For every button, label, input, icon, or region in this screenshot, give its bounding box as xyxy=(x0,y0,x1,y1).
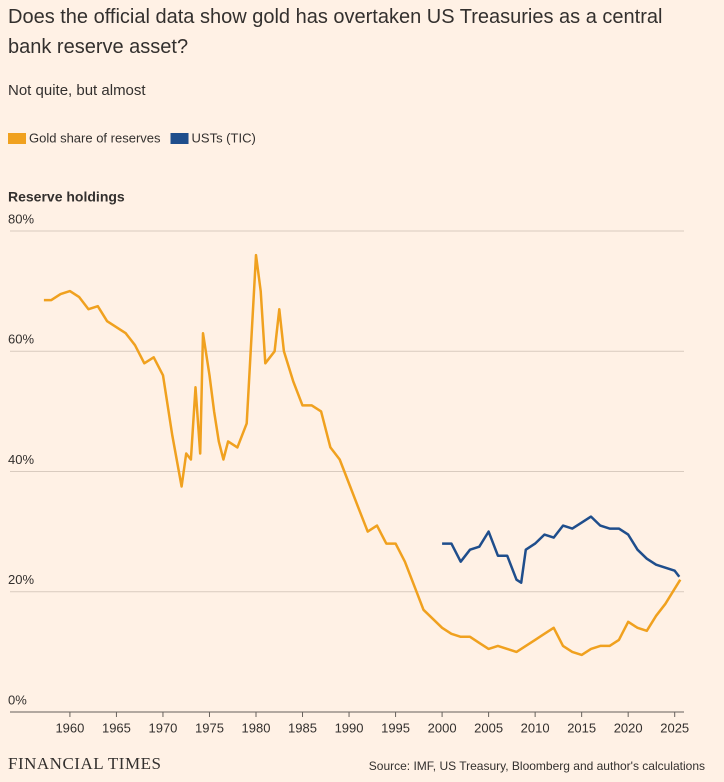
y-tick-label: 20% xyxy=(8,572,34,587)
x-tick-label: 1965 xyxy=(102,720,131,735)
x-tick-label: 2005 xyxy=(474,720,503,735)
y-tick-label: 80% xyxy=(8,211,34,226)
y-tick-label: 0% xyxy=(8,692,27,707)
x-tick-label: 1985 xyxy=(288,720,317,735)
x-tick-label: 2010 xyxy=(521,720,550,735)
y-tick-label: 40% xyxy=(8,452,34,467)
subtitle: Not quite, but almost xyxy=(8,82,146,99)
x-tick-label: 1995 xyxy=(381,720,410,735)
source: Source: IMF, US Treasury, Bloomberg and … xyxy=(369,759,705,773)
x-tick-label: 1960 xyxy=(55,720,84,735)
x-tick-label: 2000 xyxy=(428,720,457,735)
x-tick-label: 1990 xyxy=(335,720,364,735)
legend-label: USTs (TIC) xyxy=(192,130,256,145)
legend-swatch xyxy=(8,133,26,144)
series-line xyxy=(442,515,681,584)
legend-swatch xyxy=(170,133,189,144)
x-tick-label: 2020 xyxy=(614,720,643,735)
x-tick-label: 1970 xyxy=(148,720,177,735)
y-tick-label: 60% xyxy=(8,332,34,347)
y-axis-title: Reserve holdings xyxy=(8,189,125,205)
chart-title: Does the official data show gold has ove… xyxy=(8,6,663,58)
x-tick-label: 1980 xyxy=(242,720,271,735)
x-tick-label: 2025 xyxy=(660,720,689,735)
legend-label: Gold share of reserves xyxy=(29,130,161,145)
series-line xyxy=(43,253,682,657)
x-tick-label: 2015 xyxy=(567,720,596,735)
title-box: Does the official data show gold has ove… xyxy=(8,6,663,58)
x-tick-label: 1975 xyxy=(195,720,224,735)
brand: FINANCIAL TIMES xyxy=(8,754,161,773)
